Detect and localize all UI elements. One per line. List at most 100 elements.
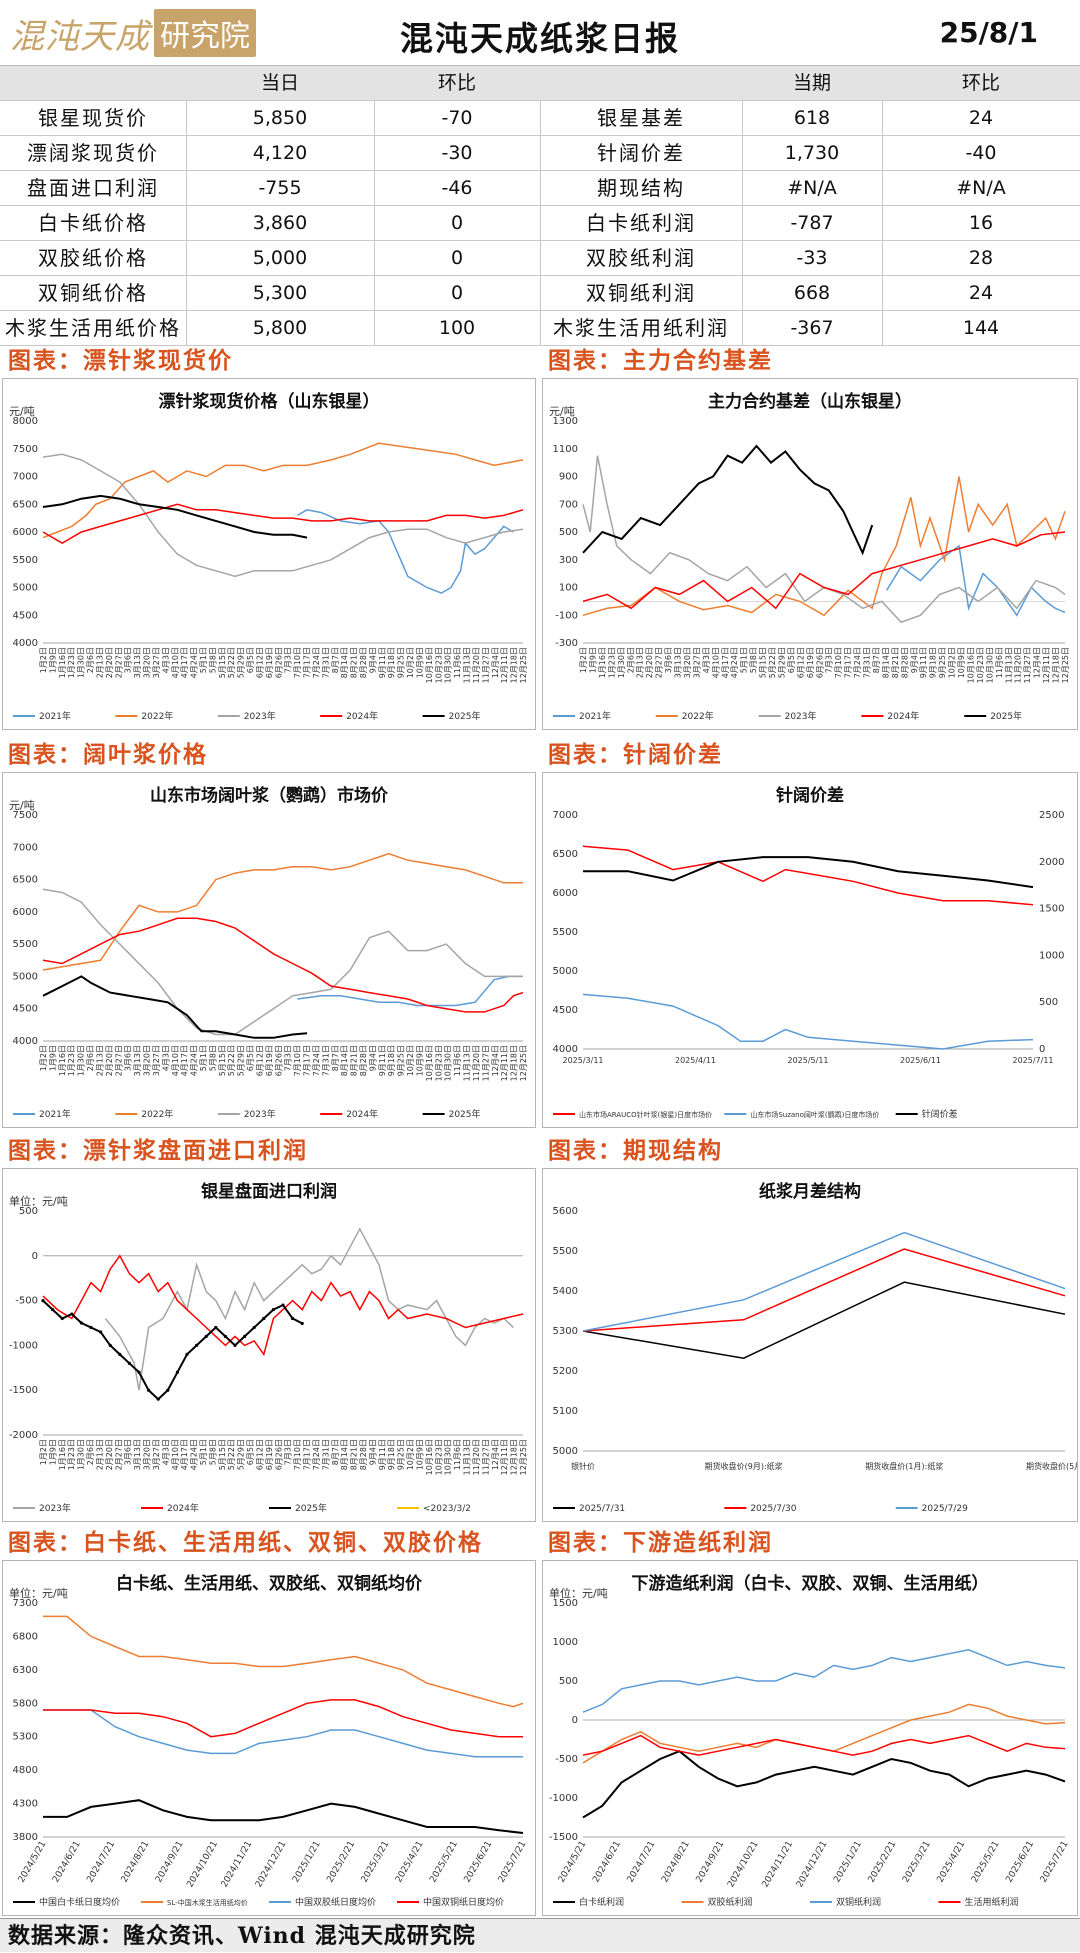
- series-line: [582, 1750, 1066, 1819]
- table-cell-value: 24: [968, 107, 994, 129]
- section-title: 图表：漂针浆现货价: [8, 347, 233, 374]
- y-tick-label: -1500: [549, 1832, 578, 1843]
- x-tick-label: 2月6日: [86, 1045, 95, 1071]
- y-tick-label: 6000: [13, 527, 38, 538]
- section-title: 图表：针阔价差: [548, 741, 723, 768]
- table-divider: [742, 206, 743, 241]
- y-tick-label: 5500: [13, 939, 38, 950]
- x-category-label: 期货收盘价(1月):纸浆: [865, 1461, 943, 1471]
- table-cell-value: 5,850: [252, 107, 308, 129]
- x-tick-label: 2025/3/11: [562, 1056, 603, 1065]
- y-tick-label: 4000: [13, 638, 38, 649]
- series-marker: [118, 1352, 122, 1356]
- x-tick-label: 2024/11/21: [761, 1840, 796, 1890]
- x-tick-label: 6月26日: [274, 647, 283, 678]
- x-tick-label: 3月20日: [143, 647, 152, 678]
- y-tick-label: 500: [19, 1206, 38, 1217]
- x-tick-label: 9月11日: [378, 1439, 387, 1470]
- series-line: [582, 455, 1066, 624]
- x-tick-label: 1月16日: [598, 647, 607, 678]
- x-tick-label: 12月4日: [491, 1045, 500, 1076]
- x-tick-label: 3月20日: [683, 647, 692, 678]
- x-tick-label: 3月6日: [664, 647, 673, 673]
- table-divider: [374, 241, 375, 276]
- x-tick-label: 10月30日: [444, 1439, 453, 1475]
- x-tick-label: 7月3日: [284, 647, 293, 673]
- table-row-label: 木浆生活用纸价格: [5, 316, 181, 340]
- table-cell-value: 5,800: [252, 317, 308, 339]
- legend-label: 山东市场ARAUCO针叶浆(银星)日度市场价: [579, 1110, 712, 1119]
- table-cell-value: 5,000: [252, 247, 308, 269]
- table-row-label: 木浆生活用纸利润: [553, 316, 729, 340]
- table-divider: [882, 276, 883, 311]
- series-line: [42, 503, 524, 544]
- y-tick-label: 5300: [553, 1326, 578, 1337]
- x-tick-label: 7月31日: [321, 647, 330, 678]
- legend-label: <2023/3/2: [423, 1504, 471, 1514]
- x-tick-label: 10月16日: [425, 1439, 434, 1475]
- x-tick-label: 2025/6/11: [900, 1056, 941, 1065]
- table-divider: [186, 171, 187, 206]
- x-tick-label: 2月27日: [114, 1439, 123, 1470]
- x-tick-label: 9月18日: [387, 1045, 396, 1076]
- x-tick-label: 11月27日: [1023, 647, 1032, 683]
- data-source-footer: 数据来源：隆众资讯、Wind 混沌天成研究院: [0, 1918, 1080, 1952]
- x-tick-label: 11月13日: [463, 1045, 472, 1081]
- x-tick-label: 2024/7/21: [626, 1840, 658, 1885]
- x-tick-label: 7月24日: [312, 1045, 321, 1076]
- x-tick-label: 7月10日: [293, 1439, 302, 1470]
- x-tick-label: 5月22日: [227, 1439, 236, 1470]
- y-tick-label: 900: [559, 472, 578, 483]
- table-row-label: 双铜纸价格: [38, 281, 148, 305]
- x-tick-label: 4月10日: [171, 1439, 180, 1470]
- x-tick-label: 5月15日: [759, 647, 768, 678]
- legend-label: 双胶纸利润: [708, 1896, 753, 1908]
- series-marker: [233, 1343, 237, 1347]
- x-tick-label: 11月6日: [453, 647, 462, 678]
- x-tick-label: 3月27日: [152, 647, 161, 678]
- x-tick-label: 1月23日: [67, 647, 76, 678]
- x-tick-label: 10月16日: [425, 1045, 434, 1081]
- legend-label: 山东市场Suzano阔叶浆(鹦鹉)日度市场价: [750, 1110, 879, 1119]
- x-tick-label: 2025/2/21: [867, 1840, 899, 1885]
- x-tick-label: 3月13日: [133, 647, 142, 678]
- y-tick-label: 100: [559, 583, 578, 594]
- x-tick-label: 6月12日: [255, 1439, 264, 1470]
- logo-box-text: 研究院: [154, 9, 256, 57]
- x-tick-label: 5月1日: [740, 647, 749, 673]
- x-tick-label: 2024/10/21: [185, 1840, 220, 1890]
- x-category-label: 期货收盘价(5月):纸浆: [1026, 1461, 1077, 1471]
- x-tick-label: 10月30日: [985, 647, 994, 683]
- table-divider: [742, 311, 743, 346]
- series-marker: [166, 1388, 170, 1392]
- unit-label: 单位：元/吨: [9, 1587, 68, 1600]
- y-tick-label: 4500: [13, 610, 38, 621]
- table-divider: [882, 311, 883, 346]
- table-divider: [540, 171, 541, 206]
- y2-tick-label: 2500: [1039, 810, 1064, 821]
- chart-svg: -2000 -1500 -1000 -500 0 500 1月2日 1月9日 1月16日 1月23…: [9, 1206, 528, 1514]
- x-tick-label: 5月15日: [218, 647, 227, 678]
- x-tick-label: 1月23日: [67, 1045, 76, 1076]
- x-tick-label: 9月25日: [397, 1045, 406, 1076]
- x-tick-label: 6月19日: [265, 1439, 274, 1470]
- x-tick-label: 11月27日: [481, 1439, 490, 1475]
- series-marker: [223, 1334, 227, 1339]
- table-divider: [882, 101, 883, 136]
- x-tick-label: 5月15日: [218, 1045, 227, 1076]
- table-cell-value: 28: [968, 247, 994, 269]
- x-tick-label: 10月23日: [976, 647, 985, 683]
- x-tick-label: 8月14日: [340, 647, 349, 678]
- table-cell-value: -70: [441, 107, 473, 129]
- series-line: [582, 1281, 1066, 1359]
- x-tick-label: 12月11日: [1042, 647, 1051, 683]
- legend-label: 中国双铜纸日度均价: [423, 1896, 504, 1908]
- y-tick-label: 300: [559, 555, 578, 566]
- x-tick-label: 2月6日: [626, 647, 635, 673]
- x-tick-label: 6月26日: [815, 647, 824, 678]
- y-tick-label: 5500: [553, 927, 578, 938]
- series-marker: [204, 1334, 208, 1339]
- section-title: 图表：期现结构: [548, 1137, 723, 1164]
- x-tick-label: 6月5日: [246, 647, 255, 673]
